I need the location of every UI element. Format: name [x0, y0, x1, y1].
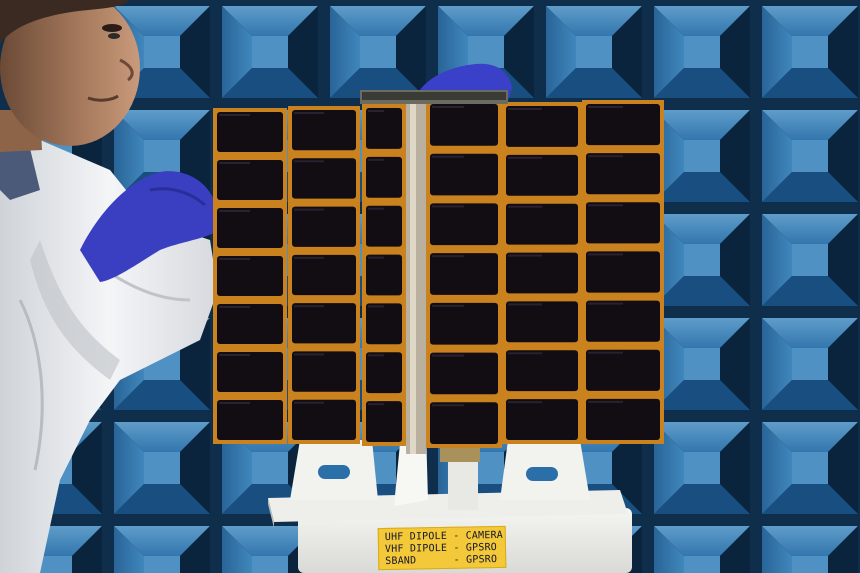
solar-cell-glint	[294, 401, 324, 404]
solar-cell-glint	[294, 160, 324, 163]
solar-cell-glint	[508, 205, 542, 208]
solar-cell-glint	[508, 254, 542, 257]
solar-cell	[430, 203, 498, 246]
solar-cell	[506, 301, 578, 343]
solar-panel-array	[213, 100, 664, 448]
technician-glove	[80, 171, 216, 282]
solar-cell-glint	[294, 305, 324, 308]
solar-cell-glint	[508, 108, 542, 110]
solar-cell-glint	[219, 258, 250, 260]
solar-cell	[430, 352, 498, 395]
solar-cell	[217, 112, 283, 152]
solar-cell	[366, 254, 402, 296]
solar-cell-glint	[219, 306, 250, 308]
solar-cell	[586, 300, 660, 342]
solar-cell-glint	[588, 106, 623, 108]
solar-cell	[430, 253, 498, 295]
solar-cell	[506, 252, 578, 294]
label-line-sband: SBAND - GPSRO	[385, 554, 498, 567]
solar-cell	[292, 303, 356, 344]
solar-cell	[586, 104, 660, 146]
solar-cell	[430, 104, 498, 146]
solar-cell	[366, 205, 402, 247]
solar-cell	[430, 402, 498, 444]
solar-cell	[586, 251, 660, 293]
solar-cell	[292, 206, 356, 247]
solar-cell	[506, 154, 578, 196]
solar-cell-glint	[219, 162, 250, 164]
solar-cell-glint	[368, 110, 384, 112]
technician	[0, 0, 512, 573]
solar-cell-glint	[432, 354, 464, 357]
solar-cell	[586, 202, 660, 244]
solar-cell	[366, 156, 402, 198]
solar-cell-glint	[368, 207, 384, 210]
solar-cell-glint	[432, 404, 464, 407]
solar-cell-glint	[368, 354, 384, 357]
antenna-label-tag: UHF DIPOLE - CAMERA VHF DIPOLE - GPSRO S…	[377, 525, 507, 571]
solar-cell-glint	[432, 205, 464, 208]
solar-cell	[430, 153, 498, 196]
solar-cell-glint	[368, 305, 384, 308]
solar-cell-glint	[219, 210, 250, 212]
solar-cell-glint	[508, 303, 542, 306]
solar-cell	[506, 399, 578, 440]
solar-cell	[506, 106, 578, 147]
solar-cell-glint	[588, 155, 623, 158]
solar-cell	[586, 153, 660, 195]
solar-cell-glint	[588, 204, 623, 207]
solar-cell	[586, 398, 660, 440]
solar-cell	[586, 349, 660, 391]
solar-cell-glint	[588, 302, 623, 305]
solar-cell	[292, 254, 356, 296]
solar-cell	[366, 108, 402, 149]
satellite-bus	[360, 90, 508, 454]
solar-cell	[217, 208, 283, 248]
technician-head	[0, 0, 140, 146]
solar-cell	[506, 203, 578, 245]
solar-cell-glint	[432, 155, 464, 158]
solar-cell	[217, 160, 283, 200]
solar-cell	[292, 110, 356, 151]
solar-cell-glint	[294, 208, 324, 211]
solar-cell-glint	[219, 114, 250, 116]
solar-cell	[217, 256, 283, 296]
solar-cell-glint	[294, 353, 324, 356]
solar-cell-glint	[368, 403, 384, 406]
solar-cell-glint	[432, 255, 464, 258]
solar-cell-glint	[368, 256, 384, 259]
solar-cell	[217, 304, 283, 344]
solar-cell-glint	[508, 352, 542, 355]
solar-cell	[292, 351, 356, 392]
solar-cell-glint	[432, 304, 464, 307]
solar-cell	[292, 158, 356, 199]
solar-cell-glint	[508, 156, 542, 159]
solar-cell	[506, 350, 578, 392]
solar-cell-glint	[588, 253, 623, 256]
solar-cell	[366, 352, 402, 394]
solar-cell	[217, 352, 283, 392]
solar-cell	[366, 303, 402, 345]
solar-cell-glint	[294, 256, 324, 259]
solar-cell	[292, 399, 356, 440]
solar-cell-glint	[294, 112, 324, 114]
solar-cell-glint	[508, 401, 542, 404]
solar-cell-glint	[588, 351, 623, 354]
solar-cell-glint	[368, 158, 384, 161]
solar-cell-glint	[219, 354, 250, 356]
solar-cell	[430, 302, 498, 345]
solar-cell	[366, 401, 402, 442]
solar-cell-glint	[588, 400, 623, 403]
solar-cell-glint	[432, 106, 464, 108]
solar-cell	[217, 400, 283, 440]
solar-cell-glint	[219, 402, 250, 404]
